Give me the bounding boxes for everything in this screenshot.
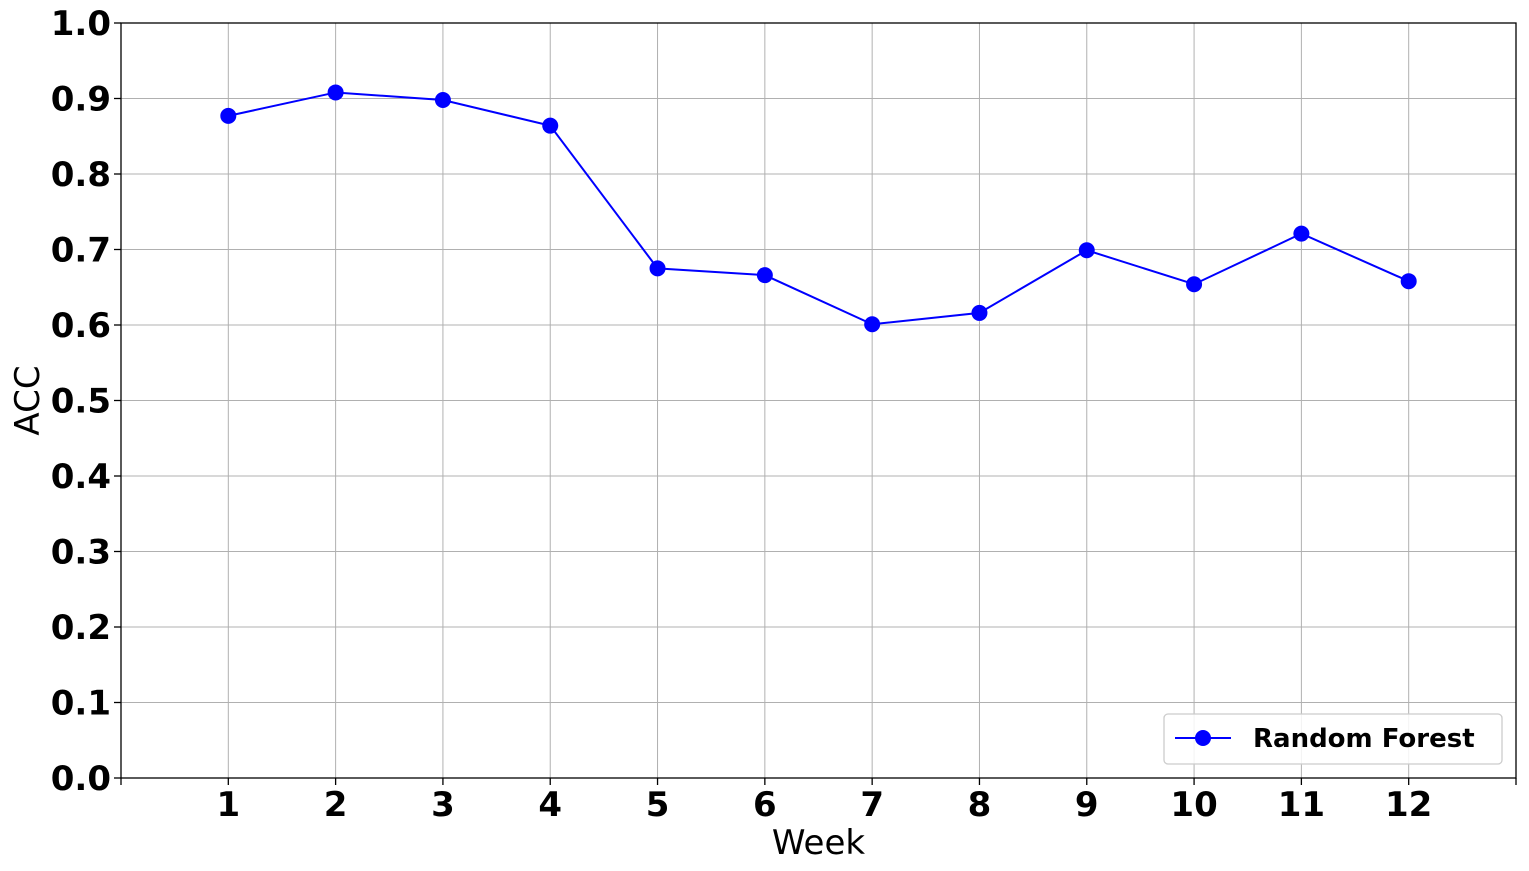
y-tick-label: 0.7 xyxy=(51,231,111,271)
axis-ticks: 0.00.10.20.30.40.50.60.70.80.91.01 2 3 4 5 6 7… xyxy=(51,4,1517,825)
x-tick-label: 11 xyxy=(1278,785,1325,825)
x-axis-title: Week xyxy=(772,823,865,863)
y-tick-label: 0.1 xyxy=(51,684,111,724)
legend: Random Forest xyxy=(1163,713,1503,765)
y-tick-label: 0.9 xyxy=(51,80,111,120)
y-tick-label: 0.5 xyxy=(51,382,111,422)
x-tick-label: 1 xyxy=(216,785,240,825)
legend-marker-sample xyxy=(1195,730,1211,746)
data-point xyxy=(971,304,988,321)
data-point xyxy=(864,316,881,333)
series-layer xyxy=(220,84,1417,333)
legend-label: Random Forest xyxy=(1253,724,1475,754)
legend-box xyxy=(1163,713,1503,765)
y-tick-label: 0.2 xyxy=(51,608,111,648)
x-tick-label: 6 xyxy=(753,785,777,825)
x-tick-label: 9 xyxy=(1075,785,1099,825)
y-tick-label: 0.6 xyxy=(51,306,111,346)
data-point xyxy=(756,267,773,284)
data-point xyxy=(1400,273,1417,290)
data-point xyxy=(220,107,237,124)
x-tick-label: 4 xyxy=(538,785,562,825)
y-tick-label: 0.3 xyxy=(51,533,111,573)
y-tick-label: 0.8 xyxy=(51,155,111,195)
data-point xyxy=(1293,225,1310,242)
series-line xyxy=(228,91,1410,326)
x-tick-label: 2 xyxy=(324,785,348,825)
x-tick-label: 10 xyxy=(1170,785,1217,825)
y-tick-label: 0.4 xyxy=(51,457,111,497)
y-tick-label: 0.0 xyxy=(51,759,111,799)
data-point xyxy=(1078,242,1095,259)
y-axis-title: ACC xyxy=(8,365,48,435)
x-tick-label: 12 xyxy=(1385,785,1432,825)
data-point xyxy=(649,260,666,277)
grid-lines xyxy=(121,22,1516,779)
data-point xyxy=(542,117,559,134)
x-tick-label: 7 xyxy=(860,785,884,825)
x-tick-label: 5 xyxy=(646,785,670,825)
data-point xyxy=(327,84,344,101)
y-tick-label: 1.0 xyxy=(51,4,111,44)
data-point xyxy=(434,92,451,109)
x-tick-label: 3 xyxy=(431,785,455,825)
x-tick-label: 8 xyxy=(968,785,992,825)
data-point xyxy=(1186,276,1203,293)
